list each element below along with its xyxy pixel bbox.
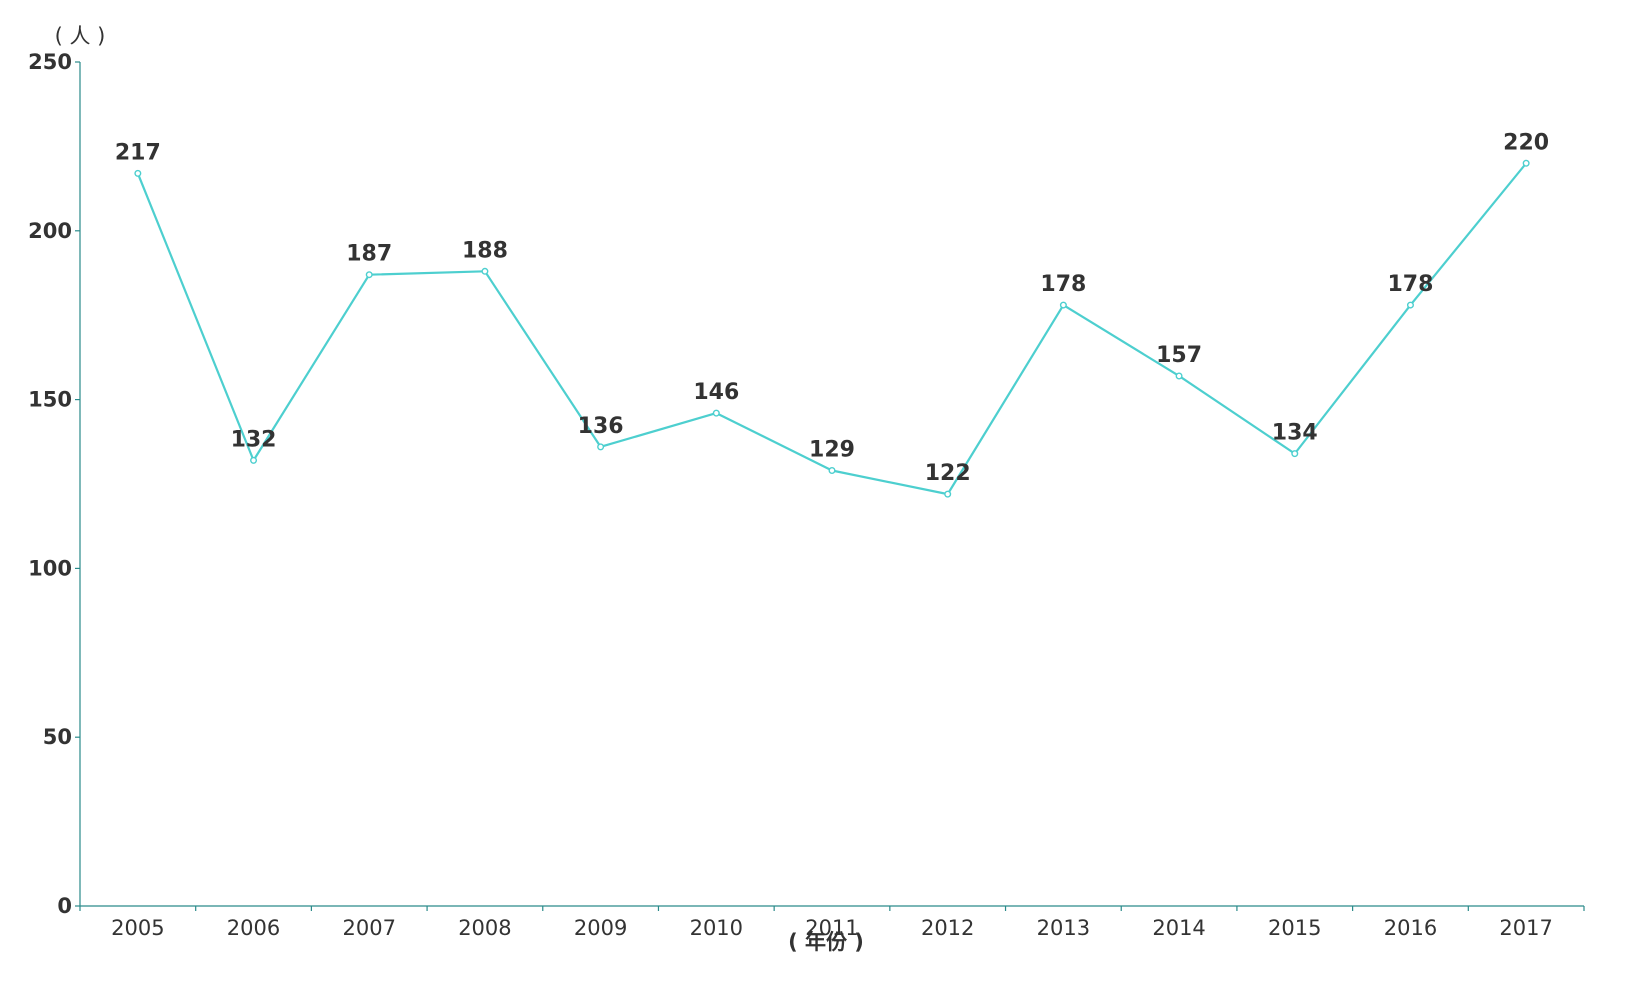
data-label: 122: [925, 461, 971, 486]
x-tick-label: 2007: [343, 916, 396, 940]
y-tick-label: 100: [28, 556, 72, 580]
data-label: 187: [346, 242, 392, 267]
data-point: [1175, 372, 1183, 380]
x-tick-label: 2015: [1268, 916, 1321, 940]
x-tick-label: 2009: [574, 916, 627, 940]
data-label: 136: [578, 414, 624, 439]
data-point: [1406, 301, 1414, 309]
data-point: [1291, 450, 1299, 458]
x-tick-label: 2017: [1499, 916, 1552, 940]
data-point: [134, 169, 142, 177]
data-point: [250, 456, 258, 464]
data-point: [481, 267, 489, 275]
x-tick-label: 2016: [1384, 916, 1437, 940]
data-label: 217: [115, 140, 161, 165]
y-tick-label: 50: [43, 725, 72, 749]
x-axis-title: ( 年份 ): [788, 930, 864, 954]
data-point: [365, 271, 373, 279]
x-axis-ticks: 2005 2006 2007 2008 2009 2010 2011 2012 2013 2014…: [79, 906, 1585, 940]
x-tick-label: 2014: [1152, 916, 1205, 940]
data-label: 220: [1503, 130, 1549, 155]
data-label: 178: [1387, 272, 1433, 297]
y-axis-title: ( 人 ): [55, 24, 106, 48]
y-tick-label: 150: [28, 388, 72, 412]
chart-axes: [79, 62, 1584, 907]
x-tick-label: 2011: [805, 916, 858, 940]
data-point: [828, 466, 836, 474]
x-tick-label: 2012: [921, 916, 974, 940]
y-tick-label: 0: [57, 894, 72, 918]
y-tick-label: 200: [28, 219, 72, 243]
data-label: 188: [462, 238, 508, 263]
x-tick-label: 2006: [227, 916, 280, 940]
data-point: [1522, 159, 1530, 167]
data-label: 157: [1156, 343, 1202, 368]
x-tick-label: 2008: [458, 916, 511, 940]
data-label: 146: [693, 380, 739, 405]
x-tick-label: 2013: [1037, 916, 1090, 940]
data-point: [944, 490, 952, 498]
data-point: [1059, 301, 1067, 309]
data-label: 129: [809, 437, 855, 462]
data-labels: 217 132 187 188 136 146 129 122 178 157 134 178 220: [115, 130, 1549, 486]
data-point: [597, 443, 605, 451]
chart-series: [134, 159, 1530, 498]
y-tick-label: 250: [28, 50, 72, 74]
x-tick-label: 2010: [690, 916, 743, 940]
data-point: [712, 409, 720, 417]
data-label: 134: [1272, 421, 1318, 446]
data-label: 132: [231, 427, 277, 452]
y-axis-ticks: 0 50 100 150 200 250: [28, 50, 80, 918]
x-tick-label: 2005: [111, 916, 164, 940]
data-label: 178: [1040, 272, 1086, 297]
